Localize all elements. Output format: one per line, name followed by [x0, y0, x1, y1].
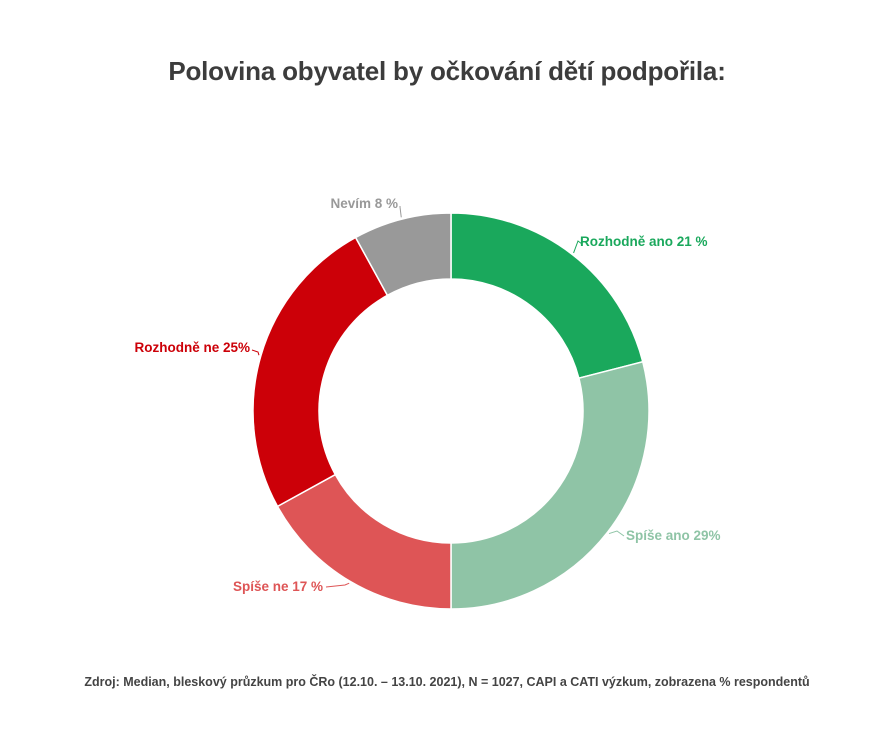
leader-line: [573, 240, 583, 254]
leader-line: [325, 582, 350, 588]
leader-line: [251, 349, 260, 356]
chart-title: Polovina obyvatel by očkování dětí podpo…: [168, 56, 726, 86]
slice-nev-m: [354, 212, 452, 297]
data-label: Nevím 8 %: [330, 196, 398, 211]
slice-sp-e-ano: [450, 360, 650, 610]
slice-rozhodn-ne: [252, 236, 389, 508]
leader-line: [399, 206, 402, 218]
data-label: Spíše ano 29%: [626, 528, 721, 543]
source-note: Zdroj: Median, bleskový průzkum pro ČRo …: [84, 675, 810, 689]
data-label: Spíše ne 17 %: [233, 579, 323, 594]
leader-line: [608, 530, 625, 537]
data-label: Rozhodně ano 21 %: [580, 234, 708, 249]
data-label: Rozhodně ne 25%: [134, 340, 250, 355]
